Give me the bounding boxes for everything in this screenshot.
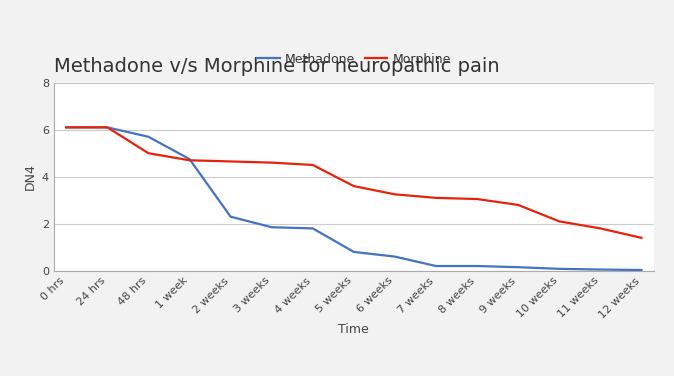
- Methadone: [350, 250, 358, 254]
- Methadone: [268, 225, 276, 229]
- Methadone: [514, 265, 522, 270]
- Morphine: [103, 125, 111, 130]
- Methadone: [309, 226, 317, 230]
- Line: Methadone: Methadone: [66, 127, 642, 270]
- Morphine: [596, 226, 605, 230]
- Methadone: [596, 267, 605, 272]
- Methadone: [555, 267, 563, 271]
- Methadone: [185, 157, 193, 161]
- Morphine: [268, 160, 276, 165]
- X-axis label: Time: Time: [338, 323, 369, 336]
- Methadone: [473, 264, 481, 268]
- Methadone: [103, 125, 111, 130]
- Methadone: [144, 135, 152, 139]
- Legend: Methadone, Morphine: Methadone, Morphine: [252, 48, 456, 71]
- Methadone: [391, 254, 399, 259]
- Morphine: [555, 219, 563, 224]
- Morphine: [432, 196, 440, 200]
- Morphine: [391, 192, 399, 197]
- Morphine: [638, 235, 646, 240]
- Methadone: [226, 214, 235, 219]
- Y-axis label: DN4: DN4: [24, 163, 36, 190]
- Morphine: [514, 203, 522, 207]
- Morphine: [62, 125, 70, 130]
- Morphine: [473, 197, 481, 201]
- Line: Morphine: Morphine: [66, 127, 642, 238]
- Morphine: [144, 151, 152, 156]
- Text: Methadone v/s Morphine for neuropathic pain: Methadone v/s Morphine for neuropathic p…: [54, 57, 499, 76]
- Morphine: [309, 163, 317, 167]
- Methadone: [432, 264, 440, 268]
- Methadone: [638, 268, 646, 272]
- Morphine: [350, 184, 358, 188]
- Morphine: [185, 158, 193, 162]
- Morphine: [226, 159, 235, 164]
- Methadone: [62, 125, 70, 130]
